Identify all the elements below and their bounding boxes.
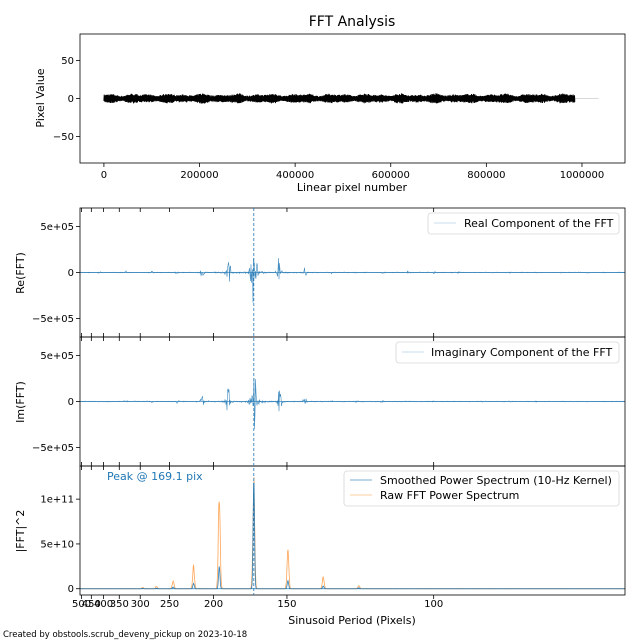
pixel-xtick-label: 1000000 (560, 170, 605, 181)
smoothed-legend-label: Smoothed Power Spectrum (10-Hz Kernel) (380, 474, 612, 487)
p2-content-line (79, 258, 626, 303)
pixel-ytick-label: −50 (53, 132, 74, 143)
power-xtick-label: 500 (72, 599, 91, 610)
power-xtick-label: 350 (110, 599, 129, 610)
power-xtick-label: 100 (424, 599, 443, 610)
real-legend-box (427, 212, 620, 235)
power-xtick-label: 450 (82, 599, 101, 610)
p3-content-line (79, 377, 626, 429)
real-panel-ticks: −5e+05 0 5e+05 (32, 208, 435, 337)
pixel-xtick-label: 800000 (467, 170, 505, 181)
imag-panel: −5e+05 0 5e+05 Im(FFT) Imaginary Component… (14, 336, 626, 467)
real-panel-legend: Real Component of the FFT (427, 212, 620, 235)
footer-credit: Created by obstools.scrub_deveny_pickup … (3, 630, 247, 640)
real-panel: −5e+05 0 5e+05 Re(FFT) Real Component of t… (14, 207, 626, 338)
peak-annotation: Peak @ 169.1 pix (107, 470, 203, 483)
power-ytick-label: 1e+11 (40, 495, 74, 506)
raw-legend-label: Raw FFT Power Spectrum (380, 489, 519, 502)
smoothed-power-line (80, 482, 625, 590)
pixel-ytick-label: 0 (68, 94, 74, 105)
power-panel-legend: Smoothed Power Spectrum (10-Hz Kernel) R… (343, 470, 620, 507)
power-ytick-label: 0 (68, 584, 74, 595)
pixel-panel-ylabel: Pixel Value (34, 68, 47, 127)
p2-content-ytick-label: −5e+05 (32, 314, 74, 325)
imag-fft-trace (79, 377, 626, 429)
imag-panel-ticks: −5e+05 0 5e+05 (32, 337, 435, 466)
power-ytick-label: 5e+10 (40, 539, 74, 550)
pixel-xtick-label: 600000 (372, 170, 410, 181)
power-spectrum-traces (80, 477, 625, 590)
power-panel-xlabel: Sinusoid Period (Pixels) (288, 614, 416, 627)
imag-legend-box (395, 341, 620, 364)
p2-content-ytick-label: 5e+05 (40, 222, 74, 233)
real-panel-ylabel: Re(FFT) (14, 252, 27, 294)
p3-content-ytick-label: −5e+05 (32, 443, 74, 454)
power-panel-frame (79, 465, 626, 596)
pixel-panel: 0 200000 400000 600000 800000 1000000 −50 0 50 L… (34, 33, 626, 194)
pixel-signal-trace (103, 93, 599, 104)
pixel-xtick-label: 400000 (276, 170, 314, 181)
power-xtick-label: 400 (94, 599, 113, 610)
imag-panel-legend: Imaginary Component of the FFT (395, 341, 620, 364)
p2-content-ytick-label: 0 (68, 268, 74, 279)
power-panel-ylabel: |FFT|^2 (14, 510, 27, 553)
pixel-xtick-label: 0 (101, 170, 107, 181)
power-legend-box (343, 470, 620, 507)
pixel-panel-ticks: 0 200000 400000 600000 800000 1000000 −50 0 50 (53, 56, 604, 181)
pixel-ytick-label: 50 (61, 56, 74, 67)
power-xtick-label: 300 (131, 599, 150, 610)
real-legend-label: Real Component of the FFT (464, 217, 614, 230)
pixel-xtick-label: 200000 (180, 170, 218, 181)
imag-panel-ylabel: Im(FFT) (14, 381, 27, 423)
power-xtick-label: 150 (277, 599, 296, 610)
imag-legend-label: Imaginary Component of the FFT (431, 346, 612, 359)
power-xtick-label: 200 (204, 599, 223, 610)
pixel-panel-xlabel: Linear pixel number (297, 181, 408, 194)
power-xtick-label: 250 (160, 599, 179, 610)
figure-title: FFT Analysis (309, 14, 396, 30)
pixel-signal-line (103, 93, 576, 104)
p3-content-ytick-label: 5e+05 (40, 351, 74, 362)
real-fft-trace (79, 258, 626, 303)
p3-content-ytick-label: 0 (68, 397, 74, 408)
